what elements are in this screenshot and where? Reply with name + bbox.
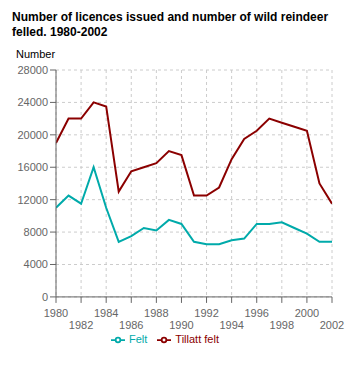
html-text:Number of licences issued and: Number of licences issued and number of … — [12, 10, 329, 24]
svg-text:12000: 12000 — [17, 194, 48, 206]
svg-text:8000: 8000 — [24, 226, 48, 238]
svg-text:1998: 1998 — [270, 319, 294, 331]
svg-text:1990: 1990 — [169, 319, 193, 331]
svg-text:24000: 24000 — [17, 96, 48, 108]
svg-text:1992: 1992 — [194, 307, 218, 319]
svg-text:1986: 1986 — [119, 319, 143, 331]
html-text:Tillatt felt: Tillatt felt — [175, 332, 219, 345]
svg-text:1988: 1988 — [144, 307, 168, 319]
svg-text:2002: 2002 — [320, 319, 344, 331]
html-text:felled. 1980-2002: felled. 1980-2002 — [12, 25, 108, 39]
svg-text:1994: 1994 — [219, 319, 243, 331]
svg-text:28000: 28000 — [17, 64, 48, 76]
svg-text:2000: 2000 — [295, 307, 319, 319]
svg-text:1984: 1984 — [94, 307, 118, 319]
html-text:Number: Number — [16, 48, 56, 60]
svg-text:1980: 1980 — [44, 307, 68, 319]
svg-text:4000: 4000 — [24, 258, 48, 270]
svg-text:0: 0 — [42, 291, 48, 303]
svg-text:1982: 1982 — [69, 319, 93, 331]
svg-text:1996: 1996 — [244, 307, 268, 319]
svg-text:16000: 16000 — [17, 161, 48, 173]
svg-text:20000: 20000 — [17, 129, 48, 141]
html-text:Felt: Felt — [129, 332, 148, 345]
